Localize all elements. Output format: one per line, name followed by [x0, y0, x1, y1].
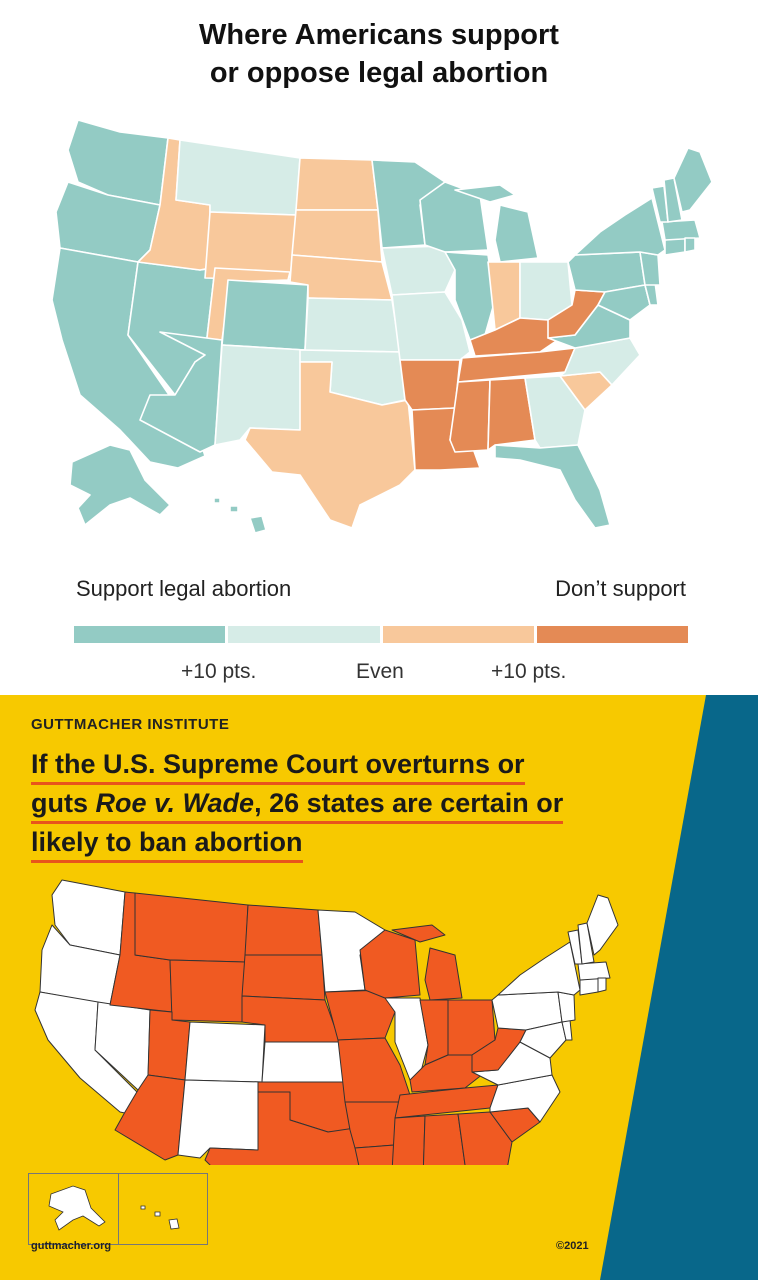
legend-swatch-oppose-strong: [536, 626, 688, 643]
state-michigan-upper: [454, 184, 516, 203]
state-south-dakota: [291, 209, 383, 263]
inset-divider: [118, 1174, 119, 1244]
title-line-2: or oppose legal abortion: [209, 57, 549, 89]
state-pennsylvania: [567, 251, 646, 293]
headline-case-name: Roe v. Wade: [95, 788, 255, 818]
headline-line-1: If the U.S. Supreme Court overturns or: [31, 746, 525, 785]
footer-copyright: ©2021: [556, 1240, 589, 1252]
state-texas: [244, 361, 416, 529]
title-line-1: Where Americans support: [199, 19, 559, 51]
b-state-colorado: [184, 1021, 266, 1083]
legend-swatch-support-strong: [74, 626, 226, 643]
b-state-mississippi: [391, 1115, 426, 1165]
ban-states-map: [34, 879, 619, 1165]
b-state-north-dakota: [244, 904, 323, 956]
headline-line-2-start: guts: [31, 788, 96, 818]
b-state-connecticut: [579, 977, 599, 996]
guttmacher-panel: GUTTMACHER INSTITUTE If the U.S. Supreme…: [0, 695, 758, 1280]
legend-left-label: Support legal abortion: [76, 576, 292, 601]
state-michigan: [494, 204, 539, 263]
b-state-alabama: [422, 1113, 466, 1165]
state-new-hampshire: [663, 177, 683, 223]
b-state-new-york: [497, 941, 581, 996]
legend-swatch-oppose-lean: [382, 626, 534, 643]
b-state-arkansas: [344, 1101, 401, 1149]
legend-swatch-support-lean: [228, 626, 380, 643]
support-choropleth-map: [51, 119, 713, 534]
legend-tick-left: +10 pts.: [181, 660, 257, 683]
state-new-york: [574, 197, 666, 256]
footer-website: guttmacher.org: [31, 1240, 112, 1252]
b-state-south-dakota: [241, 954, 326, 1001]
b-state-michigan-upper: [391, 924, 446, 943]
state-maine: [673, 147, 713, 213]
b-state-massachusetts: [577, 961, 611, 981]
b-state-maryland: [519, 1021, 567, 1059]
b-state-wyoming: [169, 959, 246, 1023]
b-state-new-hampshire: [577, 922, 595, 965]
state-wisconsin: [419, 181, 489, 253]
headline-line-2: guts Roe v. Wade, 26 states are certain …: [31, 785, 564, 824]
state-north-dakota: [295, 157, 379, 211]
b-state-hawaii: [140, 1205, 180, 1230]
brand-name: GUTTMACHER INSTITUTE: [31, 716, 230, 733]
state-maryland: [597, 284, 651, 321]
blue-accent-stripe: [600, 695, 758, 1280]
state-alabama: [487, 377, 536, 451]
b-state-maine: [586, 894, 619, 956]
b-state-rhode-island: [597, 977, 607, 993]
state-rhode-island: [684, 237, 696, 253]
state-hawaii: [213, 497, 267, 534]
inset-map: [48, 1185, 180, 1231]
headline-line-3: likely to ban abortion: [31, 824, 303, 863]
legend-tick-even: Even: [356, 660, 404, 683]
b-state-new-mexico: [177, 1079, 263, 1159]
b-state-kansas: [261, 1041, 346, 1083]
state-colorado: [221, 279, 309, 351]
alaska-hawaii-inset: [28, 1173, 208, 1245]
state-arkansas: [399, 359, 461, 411]
support-map-panel: Where Americans support or oppose legal …: [0, 16, 758, 683]
state-florida: [494, 444, 611, 529]
state-mississippi: [449, 379, 491, 453]
legend-right-label: Don’t support: [555, 576, 686, 601]
legend-color-scale: [74, 626, 688, 643]
b-state-michigan: [424, 947, 463, 1001]
b-state-wisconsin: [359, 929, 421, 999]
headline-line-2-end: , 26 states are certain or: [254, 788, 564, 818]
legend-tick-right: +10 pts.: [491, 660, 567, 683]
b-state-alaska: [48, 1185, 106, 1231]
map-title: Where Americans support or oppose legal …: [0, 16, 758, 92]
state-kansas: [304, 297, 401, 353]
b-state-texas: [204, 1091, 361, 1165]
b-state-montana: [134, 892, 249, 963]
state-iowa: [381, 245, 456, 296]
state-massachusetts: [661, 219, 701, 241]
state-alaska: [69, 444, 171, 526]
headline: If the U.S. Supreme Court overturns or g…: [31, 746, 564, 863]
